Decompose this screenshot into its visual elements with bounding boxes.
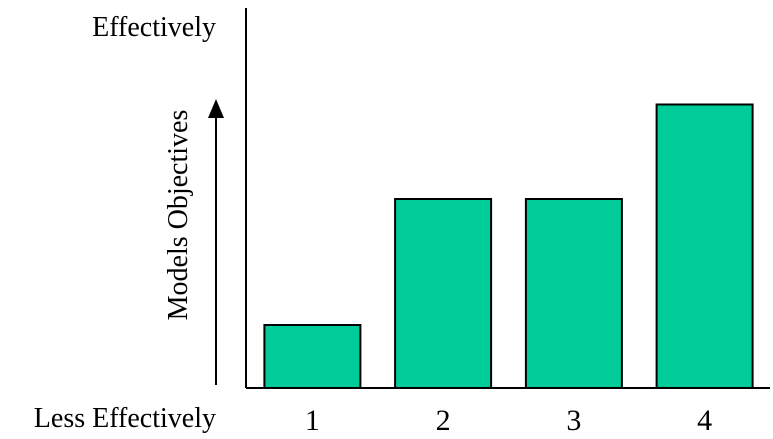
x-tick-label-4: 4 [697,404,712,437]
x-tick-labels: 1 2 3 4 [305,404,712,437]
bar-2 [394,198,493,389]
y-top-label: Effectively [92,12,216,43]
bar-4 [655,103,754,389]
x-tick-label-3: 3 [566,404,581,437]
bars-group [263,103,754,389]
y-bottom-label: Less Effectively [34,403,216,434]
x-tick-label-2: 2 [436,404,451,437]
y-axis-title: Models Objectives [163,110,194,321]
bar-3 [524,198,623,389]
x-tick-label-1: 1 [305,404,320,437]
up-arrow-icon [208,99,224,385]
bar-1 [263,324,362,389]
